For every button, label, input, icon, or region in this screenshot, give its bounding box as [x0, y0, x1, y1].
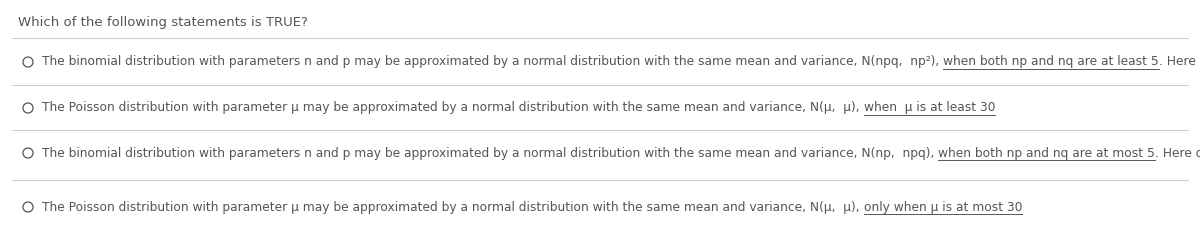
Text: only when μ is at most 30: only when μ is at most 30: [864, 201, 1022, 213]
Text: when both np and nq are at least 5: when both np and nq are at least 5: [943, 55, 1159, 69]
Text: The Poisson distribution with parameter μ may be approximated by a normal distri: The Poisson distribution with parameter …: [42, 102, 864, 114]
Text: . Here q = 1 -  p.: . Here q = 1 - p.: [1159, 55, 1200, 69]
Text: The binomial distribution with parameters n and p may be approximated by a norma: The binomial distribution with parameter…: [42, 147, 938, 160]
Text: when both np and nq are at most 5: when both np and nq are at most 5: [938, 147, 1156, 160]
Text: . Here q = 1 -  p.: . Here q = 1 - p.: [1156, 147, 1200, 160]
Text: when  μ is at least 30: when μ is at least 30: [864, 102, 995, 114]
Text: Which of the following statements is TRUE?: Which of the following statements is TRU…: [18, 16, 308, 29]
Text: The binomial distribution with parameters n and p may be approximated by a norma: The binomial distribution with parameter…: [42, 55, 943, 69]
Text: The Poisson distribution with parameter μ may be approximated by a normal distri: The Poisson distribution with parameter …: [42, 201, 864, 213]
